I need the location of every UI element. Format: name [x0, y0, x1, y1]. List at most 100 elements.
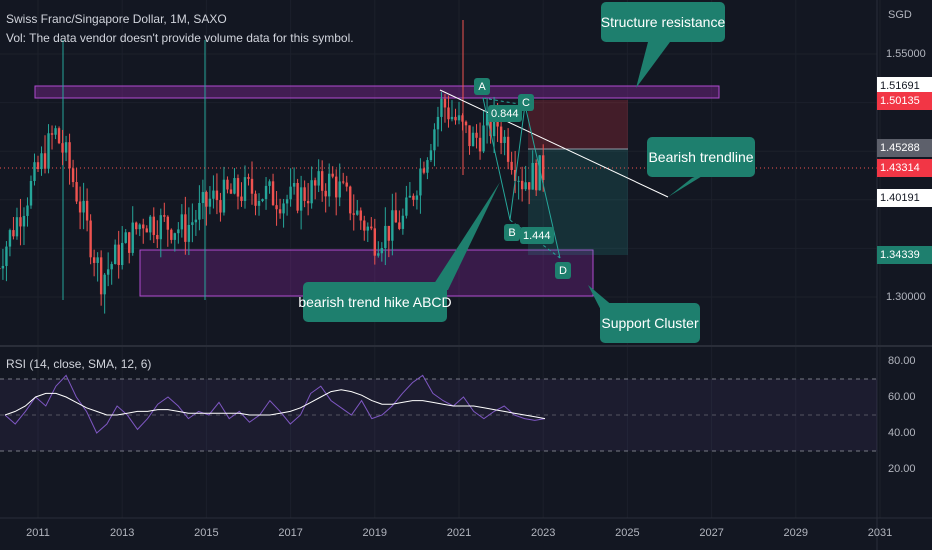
candle: [29, 175, 33, 209]
candle: [40, 146, 43, 176]
candle: [82, 182, 85, 230]
bearish-trend-hike-callout[interactable]: bearish trend hike ABCD: [298, 282, 452, 322]
candle: [0, 268, 1, 270]
candle: [352, 194, 355, 231]
candle: [450, 100, 454, 122]
price-tick-2: 1.30000: [886, 291, 926, 303]
candle: [475, 124, 478, 149]
price-tick-1: 1.55000: [886, 48, 926, 60]
candle: [68, 133, 71, 185]
bearish-trendline-callout[interactable]: Bearish trendline: [647, 137, 755, 177]
bearish-trend-hike-pointer: [430, 182, 500, 290]
candle: [275, 191, 278, 226]
candle: [121, 226, 124, 270]
year-label: 2025: [615, 527, 640, 539]
candle: [1, 248, 5, 280]
candle: [531, 150, 534, 190]
candle: [363, 215, 366, 241]
candle: [377, 241, 380, 258]
candle: [250, 161, 254, 205]
candle: [78, 186, 82, 230]
candle: [110, 261, 113, 285]
candlestick-series[interactable]: [0, 91, 545, 314]
candle: [128, 231, 131, 264]
candle: [306, 183, 310, 216]
candle: [219, 192, 222, 222]
candle: [443, 94, 447, 123]
ratio-label-1[interactable]: 0.844: [488, 105, 522, 122]
volume-note: Vol: The data vendor doesn't provide vol…: [6, 31, 354, 45]
candle: [261, 198, 264, 203]
candle: [54, 125, 57, 140]
candle: [156, 220, 159, 248]
candle: [85, 188, 89, 232]
point-c-label[interactable]: C: [518, 94, 534, 111]
candle: [170, 228, 173, 244]
candle: [166, 215, 170, 247]
structure-resistance-callout[interactable]: Structure resistance: [601, 2, 725, 42]
candle: [391, 193, 394, 256]
point-b-label[interactable]: B: [504, 224, 520, 241]
point-d-label[interactable]: D: [555, 262, 571, 279]
rsi-tick-80: 80.00: [888, 355, 916, 367]
candle: [201, 179, 205, 220]
price-tag: 1.51691: [877, 77, 932, 96]
year-label: 2023: [530, 527, 556, 539]
candle: [440, 91, 443, 132]
candle: [106, 252, 110, 287]
candle: [208, 186, 212, 215]
candle: [345, 175, 348, 192]
candle: [412, 193, 415, 207]
rsi-line[interactable]: [4, 374, 546, 434]
candle: [5, 241, 8, 282]
year-label: 2013: [109, 527, 135, 539]
candle: [282, 198, 285, 228]
candle: [184, 196, 187, 255]
rsi-tick-40: 40.00: [888, 427, 916, 439]
candle: [180, 204, 184, 238]
year-label: 2021: [446, 527, 472, 539]
candle: [447, 95, 450, 128]
abcd-pattern-lines[interactable]: [482, 97, 561, 259]
structure-resistance-zone[interactable]: [34, 85, 720, 99]
candle: [8, 228, 12, 257]
candle: [57, 126, 61, 145]
candle: [457, 101, 461, 125]
candle: [47, 124, 50, 174]
candle: [366, 222, 369, 243]
rsi-legend[interactable]: RSI (14, close, SMA, 12, 6): [6, 357, 152, 371]
candle: [327, 163, 331, 207]
symbol-title[interactable]: Swiss Franc/Singapore Dollar, 1M, SAXO: [6, 12, 227, 26]
candle: [215, 173, 219, 215]
candle: [36, 155, 40, 173]
candle: [240, 182, 243, 207]
candle: [387, 225, 391, 258]
candle: [254, 190, 257, 216]
rsi-tick-20: 20.00: [888, 463, 916, 475]
candle: [89, 214, 92, 265]
candle: [520, 166, 524, 202]
year-label: 2029: [783, 527, 809, 539]
position-stop-zone[interactable]: [528, 100, 628, 149]
rsi-moving-average[interactable]: [4, 389, 546, 420]
candle: [117, 230, 120, 279]
candle: [205, 190, 208, 226]
candle: [264, 177, 268, 210]
candle: [401, 208, 405, 235]
candle: [296, 178, 299, 214]
candle: [159, 208, 162, 258]
candle: [503, 130, 506, 156]
candle: [236, 174, 240, 210]
candle: [152, 207, 155, 244]
candle: [538, 155, 541, 191]
candle: [131, 206, 134, 256]
ratio-label-2[interactable]: 1.444: [520, 227, 554, 244]
candle: [433, 123, 436, 167]
candle: [342, 172, 345, 185]
support-cluster-callout[interactable]: Support Cluster: [600, 303, 700, 343]
bearish-trendline[interactable]: [439, 89, 669, 198]
candle: [517, 176, 520, 200]
point-a-label[interactable]: A: [474, 78, 490, 95]
candle: [113, 239, 117, 265]
